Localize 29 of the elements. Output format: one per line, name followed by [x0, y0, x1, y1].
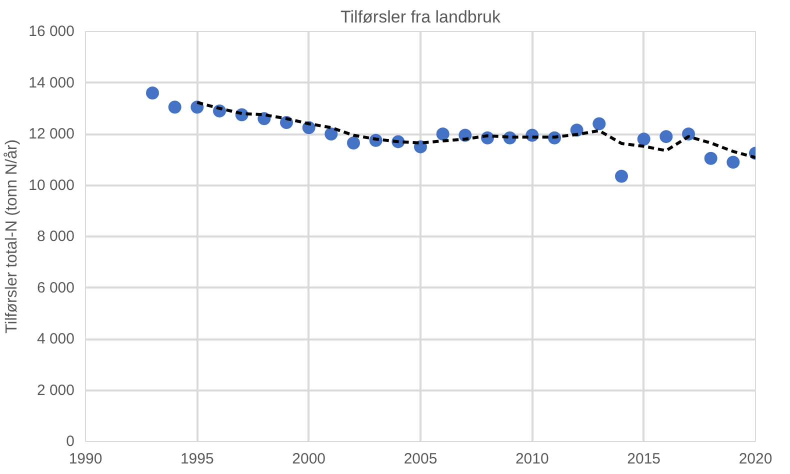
x-tick-label: 2005 — [404, 450, 438, 468]
x-tick-label: 1990 — [68, 450, 102, 468]
point — [637, 132, 650, 146]
point — [660, 130, 673, 144]
y-tick-label: 6 000 — [36, 279, 75, 296]
x-tick-label: 2020 — [738, 450, 772, 468]
point — [324, 128, 338, 140]
y-tick-label: 0 — [66, 433, 74, 450]
point — [592, 117, 606, 130]
y-tick-label: 12 000 — [28, 126, 75, 142]
point — [347, 136, 360, 150]
y-axis-title: Tilførsler total-N (tonn N/år) — [4, 139, 21, 334]
x-tick-label: 1995 — [180, 450, 214, 468]
x-tick-label: 2015 — [627, 450, 661, 468]
y-tick-label: 14 000 — [28, 74, 75, 92]
y-tick-label: 4 000 — [36, 330, 75, 348]
point — [436, 128, 450, 140]
point — [615, 170, 628, 183]
point — [168, 100, 182, 114]
point — [704, 152, 718, 165]
y-tick-label: 2 000 — [36, 382, 75, 399]
x-tick-label: 2010 — [515, 450, 549, 468]
point — [146, 86, 159, 100]
y-tick-label: 16 000 — [28, 23, 75, 40]
chart-title: Tilførsler fra landbruk — [340, 8, 501, 26]
y-tick-label: 10 000 — [28, 176, 75, 194]
y-tick-label: 8 000 — [36, 228, 75, 245]
point — [726, 156, 740, 169]
x-tick-label: 2000 — [292, 450, 326, 468]
